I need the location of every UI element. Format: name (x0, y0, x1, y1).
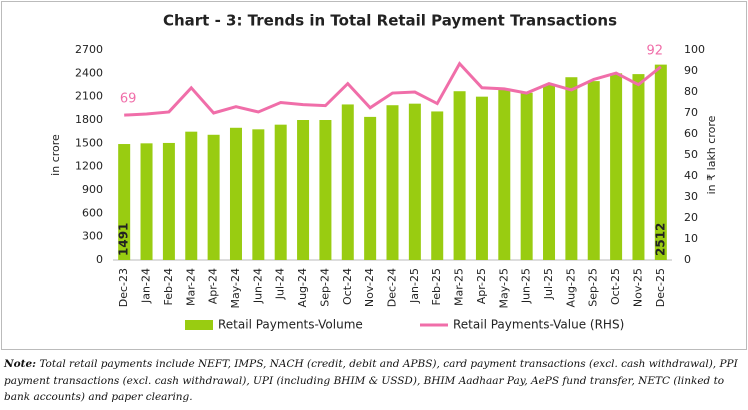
bar (431, 111, 444, 260)
x-tick-label: Feb-24 (162, 268, 175, 305)
y2-tick-label: 100 (684, 43, 705, 56)
y-tick-label: 0 (96, 253, 103, 266)
bar (632, 74, 645, 260)
bar (207, 134, 220, 260)
y-tick-label: 1500 (75, 136, 103, 149)
y-tick-label: 1200 (75, 160, 103, 173)
bar (475, 96, 488, 261)
bar (297, 120, 310, 260)
x-tick-label: Jul-24 (274, 268, 287, 300)
note-text: Total retail payments include NEFT, IMPS… (4, 358, 738, 403)
x-tick-label: Dec-24 (386, 268, 399, 307)
x-tick-label: Dec-25 (654, 268, 667, 307)
note: Note: Total retail payments include NEFT… (4, 356, 742, 406)
bar (587, 81, 600, 260)
y-tick-label: 2700 (75, 43, 103, 56)
x-tick-label: Apr-24 (207, 268, 220, 304)
x-tick-label: Oct-24 (341, 268, 354, 305)
bar (229, 127, 242, 261)
y2-tick-label: 70 (684, 106, 698, 119)
y-tick-label: 300 (82, 230, 103, 243)
x-tick-label: May-25 (497, 268, 510, 309)
x-tick-label: Feb-25 (430, 268, 443, 305)
y2-tick-label: 10 (684, 232, 698, 245)
y2-tick-label: 80 (684, 85, 698, 98)
y-axis-title: in crore (49, 134, 62, 176)
x-tick-label: Aug-25 (564, 268, 577, 307)
bar-value-label: 1491 (117, 223, 131, 256)
x-tick-label: Apr-25 (475, 268, 488, 304)
y-tick-label: 2100 (75, 90, 103, 103)
x-tick-label: May-24 (229, 268, 242, 309)
x-tick-label: Jan-24 (140, 268, 153, 304)
y2-tick-label: 20 (684, 211, 698, 224)
x-tick-label: Nov-25 (631, 268, 644, 307)
bar (185, 131, 198, 260)
y2-tick-label: 40 (684, 169, 698, 182)
bar (274, 124, 287, 261)
bar (654, 64, 667, 260)
x-tick-label: Jun-25 (520, 268, 533, 304)
bar (140, 143, 153, 260)
x-tick-label: Mar-24 (184, 268, 197, 306)
y2-axis-title: in ₹ lakh crore (705, 115, 718, 194)
y-tick-label: 900 (82, 183, 103, 196)
line-value-label: 69 (120, 92, 137, 107)
x-tick-label: Aug-24 (296, 268, 309, 307)
x-tick-label: Mar-25 (453, 268, 466, 306)
bar (610, 73, 623, 260)
note-label: Note: (4, 358, 37, 370)
y-tick-label: 600 (82, 206, 103, 219)
bar (364, 116, 377, 260)
y-tick-label: 2400 (75, 66, 103, 79)
x-tick-label: Oct-25 (609, 268, 622, 305)
legend-swatch (185, 320, 213, 330)
y-tick-label: 1800 (75, 113, 103, 126)
y2-tick-label: 60 (684, 127, 698, 140)
line (124, 61, 662, 117)
bar (565, 77, 578, 260)
legend-label: Retail Payments-Value (RHS) (453, 318, 624, 332)
line-value-label: 92 (647, 43, 664, 58)
bar (498, 89, 511, 261)
bar (520, 92, 533, 261)
x-tick-label: Jun-24 (251, 268, 264, 304)
y2-tick-label: 50 (684, 148, 698, 161)
x-tick-label: Sep-25 (587, 268, 600, 307)
y2-tick-label: 0 (684, 253, 691, 266)
y2-tick-label: 90 (684, 64, 698, 77)
bar (453, 91, 466, 260)
legend-label: Retail Payments-Volume (218, 318, 363, 332)
chart-title: Chart - 3: Trends in Total Retail Paymen… (163, 12, 617, 30)
bar (386, 105, 399, 260)
bar (543, 85, 556, 260)
bar-value-label: 2512 (653, 223, 667, 256)
bar (252, 129, 265, 260)
x-tick-label: Jan-25 (408, 268, 421, 304)
bar (341, 104, 354, 260)
x-tick-label: Jul-25 (542, 268, 555, 300)
x-tick-label: Nov-24 (363, 268, 376, 307)
bar (319, 120, 332, 260)
chart: Chart - 3: Trends in Total Retail Paymen… (1, 1, 747, 350)
bar (118, 144, 131, 260)
bar (162, 142, 175, 260)
x-tick-label: Sep-24 (318, 268, 331, 307)
x-tick-label: Dec-23 (117, 268, 130, 307)
y2-tick-label: 30 (684, 190, 698, 203)
bar (408, 103, 421, 261)
